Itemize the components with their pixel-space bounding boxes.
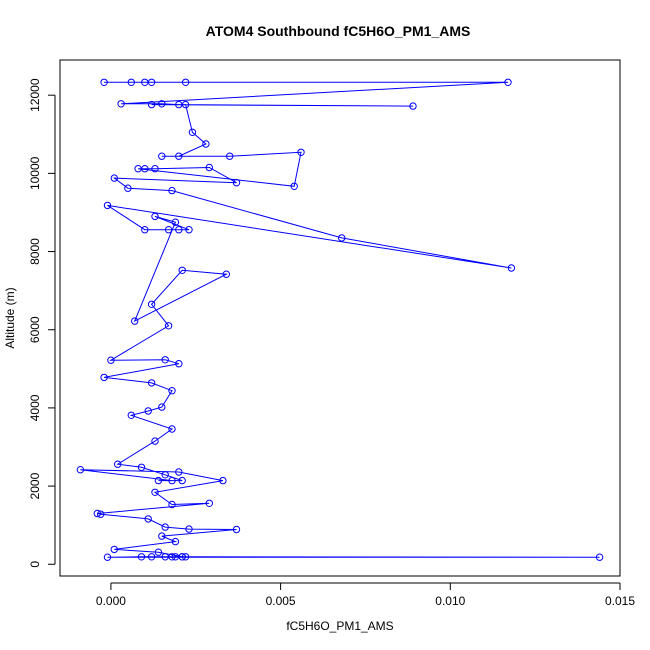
data-point — [222, 270, 231, 278]
data-point — [164, 226, 173, 234]
y-axis-label: Altitude (m) — [3, 287, 17, 348]
plot-frame — [59, 59, 621, 577]
data-point — [181, 100, 190, 109]
data-point — [147, 553, 156, 561]
data-point — [185, 525, 193, 533]
data-point — [147, 379, 156, 387]
x-axis-label: fC5H6O_PM1_AMS — [286, 619, 393, 633]
data-point — [232, 525, 241, 534]
data-point — [103, 201, 112, 210]
data-point — [171, 218, 180, 226]
data-point — [151, 212, 159, 221]
data-point — [226, 152, 234, 160]
data-point — [124, 184, 132, 192]
y-tick-label: 6000 — [28, 316, 42, 343]
data-point — [131, 317, 139, 325]
data-point — [168, 186, 176, 195]
data-point — [181, 78, 190, 87]
y-tick-label: 0 — [28, 561, 42, 568]
data-point — [507, 264, 516, 272]
data-point — [409, 102, 417, 110]
data-point — [151, 488, 159, 496]
data-point — [141, 165, 149, 173]
data-point — [168, 476, 176, 485]
series-line — [80, 81, 600, 558]
data-point — [205, 499, 214, 507]
data-point — [93, 509, 102, 518]
data-point — [137, 463, 146, 471]
data-point — [144, 407, 152, 415]
y-tick-label: 2000 — [28, 472, 42, 499]
x-tick-label: 0.005 — [266, 594, 296, 608]
data-point — [175, 468, 183, 476]
data-point — [168, 500, 176, 509]
y-tick-label: 4000 — [28, 394, 42, 421]
y-tick-label: 10000 — [28, 156, 42, 190]
y-axis: 0 2000 4000 6000 8000 10000 12000 — [28, 78, 56, 568]
plot-area — [76, 78, 604, 561]
data-point — [144, 515, 152, 523]
y-tick-label: 8000 — [28, 238, 42, 265]
data-point — [76, 466, 85, 474]
data-point — [161, 523, 169, 531]
data-point — [171, 537, 180, 546]
data-point — [219, 476, 227, 485]
data-point — [161, 471, 169, 479]
data-point — [185, 226, 193, 234]
data-point — [504, 78, 512, 87]
data-point — [297, 148, 305, 157]
data-point — [147, 300, 156, 308]
x-tick-label: 0.000 — [96, 594, 126, 608]
data-point — [107, 356, 115, 364]
x-tick-label: 0.010 — [435, 594, 465, 608]
data-point — [151, 437, 159, 445]
data-point — [147, 100, 156, 109]
data-point — [127, 411, 136, 419]
data-point — [175, 226, 183, 234]
data-point — [127, 78, 136, 87]
data-point — [100, 373, 108, 382]
data-point — [161, 356, 169, 364]
data-point — [178, 476, 186, 485]
data-point — [137, 553, 146, 561]
data-point — [158, 532, 166, 540]
data-point — [175, 360, 183, 368]
data-point — [188, 128, 197, 137]
data-point — [595, 553, 604, 561]
data-point — [178, 266, 186, 274]
data-point — [178, 553, 186, 561]
data-point — [164, 322, 173, 330]
data-point — [161, 553, 169, 561]
x-axis: 0.000 0.005 0.010 0.015 — [96, 582, 635, 608]
data-point — [117, 100, 125, 108]
data-point — [168, 425, 176, 433]
data-point — [158, 152, 166, 160]
data-point — [147, 78, 156, 87]
data-point — [158, 403, 166, 411]
data-point — [154, 476, 163, 485]
x-tick-label: 0.015 — [605, 594, 635, 608]
data-point — [141, 226, 149, 234]
data-point — [205, 163, 214, 172]
data-point — [202, 140, 210, 148]
data-point — [114, 460, 122, 468]
chart-title: ATOM4 Southbound fC5H6O_PM1_AMS — [206, 23, 471, 39]
data-point — [151, 165, 159, 173]
data-point — [175, 152, 183, 160]
data-point — [290, 182, 298, 191]
data-point — [154, 548, 163, 556]
data-point — [181, 553, 190, 561]
data-point — [168, 387, 176, 395]
data-point — [158, 100, 166, 108]
y-tick-label: 12000 — [28, 78, 42, 112]
data-point — [110, 545, 119, 554]
data-point — [97, 510, 105, 518]
data-point — [232, 179, 241, 187]
data-point — [110, 174, 119, 182]
data-point — [103, 553, 112, 561]
data-point — [338, 234, 346, 242]
data-point — [100, 78, 108, 87]
